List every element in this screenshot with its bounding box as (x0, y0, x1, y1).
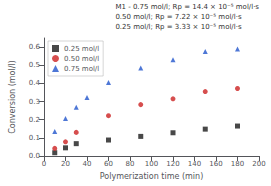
svg-text:0.1: 0.1 (29, 134, 40, 142)
svg-text:0.3: 0.3 (29, 98, 40, 106)
svg-text:0: 0 (42, 160, 46, 168)
svg-text:140: 140 (188, 160, 201, 168)
svg-text:160: 160 (209, 160, 222, 168)
svg-text:0.5: 0.5 (29, 61, 40, 69)
svg-text:120: 120 (166, 160, 179, 168)
svg-text:60: 60 (104, 160, 113, 168)
svg-text:0.0: 0.0 (29, 152, 40, 160)
svg-text:200: 200 (252, 160, 265, 168)
svg-text:Polymerization time (min): Polymerization time (min) (100, 172, 204, 181)
svg-text:100: 100 (145, 160, 158, 168)
svg-text:0.50 mol/l: 0.50 mol/l (64, 55, 99, 63)
svg-text:M1 - 0.75 mol/l; Rp = 14.4 × 1: M1 - 0.75 mol/l; Rp = 14.4 × 10⁻⁵ mol/l·… (115, 3, 259, 11)
svg-text:20: 20 (61, 160, 70, 168)
svg-text:0.2: 0.2 (29, 116, 40, 124)
svg-text:180: 180 (231, 160, 244, 168)
svg-text:0.6: 0.6 (29, 43, 41, 51)
svg-text:0.25 mol/l: 0.25 mol/l (64, 45, 99, 53)
svg-text:40: 40 (83, 160, 92, 168)
svg-text:0.75 mol/l: 0.75 mol/l (64, 65, 99, 73)
svg-text:0.25 mol/l; Rp = 3.33 × 10⁻⁵ m: 0.25 mol/l; Rp = 3.33 × 10⁻⁵ mol/l·s (115, 23, 241, 31)
svg-text:80: 80 (126, 160, 135, 168)
svg-text:Conversion (mol/l): Conversion (mol/l) (8, 60, 17, 133)
svg-text:0.4: 0.4 (29, 79, 41, 87)
svg-text:0.50 mol/l; Rp = 7.22 × 10⁻⁵ m: 0.50 mol/l; Rp = 7.22 × 10⁻⁵ mol/l·s (115, 13, 241, 21)
